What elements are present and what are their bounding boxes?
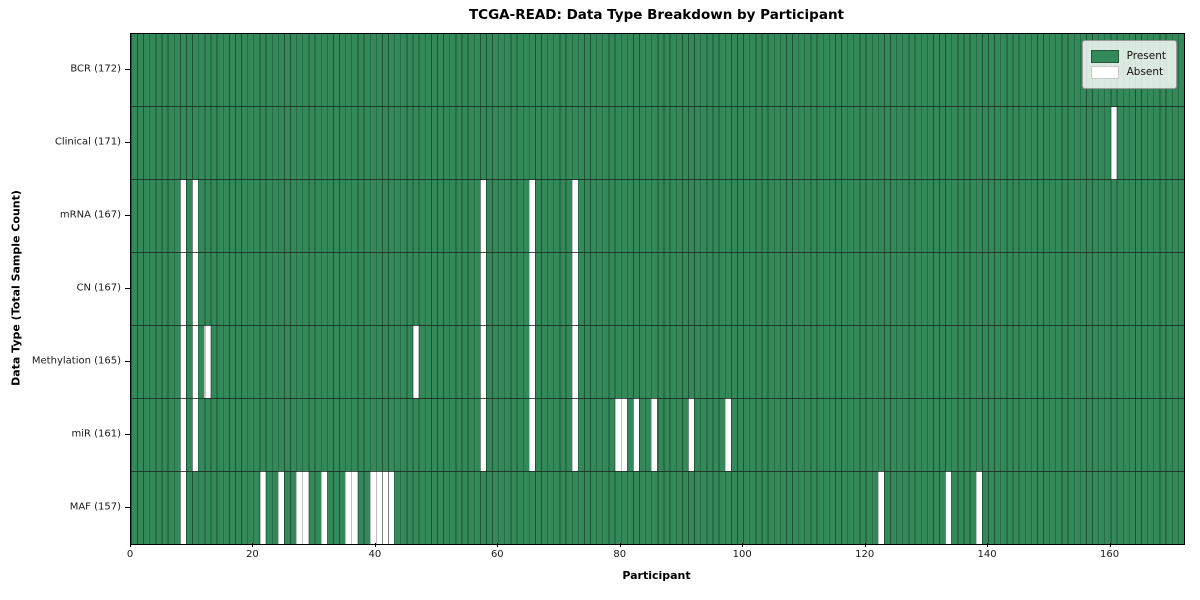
y-tick-label-cn: CN (167) — [76, 282, 121, 294]
x-tick-label: 20 — [246, 549, 259, 560]
absent-cell — [877, 471, 884, 544]
heatmap-row-maf — [131, 471, 1184, 544]
chart-title: TCGA-READ: Data Type Breakdown by Partic… — [468, 7, 845, 23]
y-tick-label-methylation: Methylation (165) — [31, 355, 121, 367]
absent-cell — [571, 398, 578, 472]
y-tick-mark — [125, 506, 130, 508]
x-tick-label: 40 — [368, 549, 382, 560]
absent-cell — [192, 398, 199, 472]
absent-cell — [571, 179, 578, 253]
absent-cell — [528, 252, 536, 326]
x-tick-label: 120 — [855, 549, 875, 560]
x-tick-label: 100 — [732, 549, 752, 560]
absent-cell — [571, 252, 578, 326]
x-tick-mark — [130, 543, 131, 547]
heatmap-row-bcr — [131, 34, 1184, 107]
x-tick-label: 140 — [977, 549, 997, 560]
absent-cell — [412, 325, 419, 399]
y-tick-mark — [125, 433, 130, 435]
x-tick-mark — [864, 543, 866, 547]
x-tick-mark — [374, 543, 376, 547]
x-tick-mark — [1109, 543, 1111, 547]
y-tick-label-mrna: mRNA (167) — [59, 209, 121, 221]
y-tick-mark — [125, 142, 130, 144]
absent-cell — [620, 398, 627, 472]
absent-cell — [479, 252, 487, 326]
y-tick-mark — [125, 288, 130, 289]
absent-cell — [1110, 106, 1117, 180]
absent-cell — [302, 471, 309, 544]
absent-cell — [388, 471, 395, 544]
absent-cell — [651, 398, 658, 472]
x-tick-mark — [619, 543, 621, 547]
absent-cell — [320, 471, 327, 544]
absent-cell — [479, 179, 487, 253]
legend: Present Absent — [1081, 40, 1177, 89]
x-tick-label: 60 — [490, 549, 504, 560]
absent-cell — [688, 398, 695, 472]
heatmap-plot: Present Absent — [130, 33, 1185, 545]
y-tick-label-bcr: BCR (172) — [70, 63, 121, 75]
absent-cell — [179, 325, 187, 399]
x-tick-mark — [987, 543, 989, 547]
x-tick-label: 0 — [126, 549, 134, 560]
legend-entry-absent: Absent — [1090, 66, 1166, 79]
absent-cell — [351, 471, 358, 544]
x-tick-mark — [742, 543, 744, 547]
y-tick-mark — [125, 360, 130, 362]
absent-cell — [633, 398, 640, 472]
absent-cell — [192, 325, 199, 399]
absent-cell — [259, 471, 266, 544]
heatmap-row-mrna — [131, 179, 1184, 253]
absent-cell — [724, 398, 731, 472]
absent-cell — [204, 325, 211, 399]
x-tick-label: 80 — [613, 549, 627, 560]
x-tick-label: 160 — [1099, 549, 1120, 560]
absent-cell — [945, 471, 952, 544]
absent-cell — [179, 179, 187, 253]
x-tick-mark — [252, 543, 254, 547]
y-tick-mark — [125, 69, 130, 71]
legend-swatch-present — [1090, 50, 1119, 63]
y-tick-mark — [125, 215, 130, 217]
heatmap-row-cn — [131, 252, 1184, 326]
absent-cell — [528, 398, 536, 472]
absent-cell — [179, 252, 187, 326]
absent-cell — [479, 325, 487, 399]
heatmap-row-mir — [131, 398, 1184, 472]
legend-swatch-absent — [1090, 66, 1119, 79]
legend-entry-present: Present — [1090, 50, 1166, 63]
legend-label: Absent — [1126, 66, 1164, 78]
absent-cell — [179, 398, 187, 472]
legend-label: Present — [1126, 50, 1166, 62]
absent-cell — [277, 471, 285, 544]
x-tick-mark — [497, 543, 499, 547]
x-axis-label: Participant — [622, 569, 691, 582]
absent-cell — [479, 398, 487, 472]
y-tick-label-maf: MAF (157) — [69, 501, 121, 513]
absent-cell — [975, 471, 982, 544]
heatmap-row-methylation — [131, 325, 1184, 399]
y-tick-label-clinical: Clinical (171) — [54, 136, 121, 148]
absent-cell — [179, 471, 187, 544]
absent-cell — [528, 325, 536, 399]
heatmap-row-clinical — [131, 106, 1184, 180]
absent-cell — [528, 179, 536, 253]
absent-cell — [192, 179, 199, 253]
absent-cell — [571, 325, 578, 399]
y-tick-label-mir: miR (161) — [71, 428, 121, 440]
absent-cell — [192, 252, 199, 326]
